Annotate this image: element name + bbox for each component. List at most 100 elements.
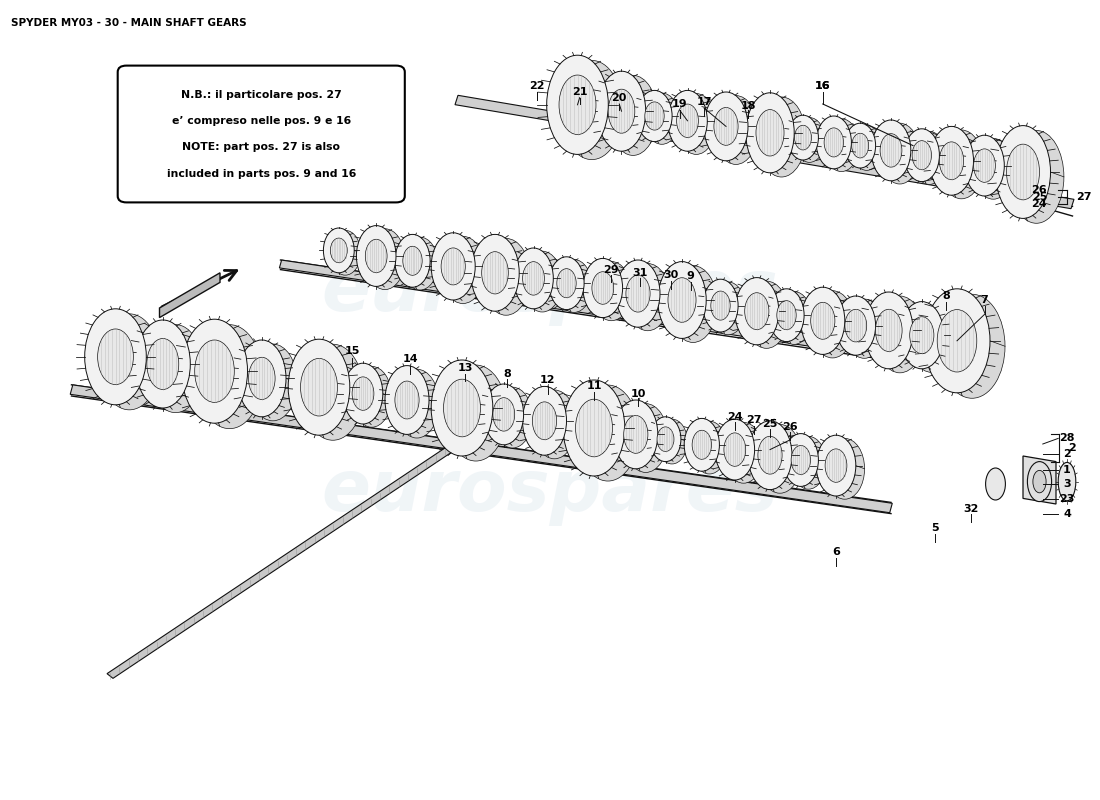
Text: 10: 10 <box>630 389 646 398</box>
Polygon shape <box>279 260 997 374</box>
Ellipse shape <box>824 118 859 171</box>
Ellipse shape <box>924 289 990 393</box>
Ellipse shape <box>85 309 146 405</box>
Ellipse shape <box>547 55 608 154</box>
Ellipse shape <box>624 404 668 473</box>
Ellipse shape <box>1033 470 1046 493</box>
Text: 29: 29 <box>603 265 618 274</box>
Ellipse shape <box>645 102 664 130</box>
Text: N.B.: il particolare pos. 27: N.B.: il particolare pos. 27 <box>180 90 342 100</box>
Ellipse shape <box>352 366 392 427</box>
Ellipse shape <box>845 299 884 358</box>
Ellipse shape <box>758 425 802 494</box>
Ellipse shape <box>471 234 519 311</box>
Ellipse shape <box>249 358 275 399</box>
Ellipse shape <box>385 366 429 434</box>
Ellipse shape <box>441 248 465 285</box>
Ellipse shape <box>330 230 361 275</box>
Polygon shape <box>160 273 220 318</box>
Ellipse shape <box>825 438 865 499</box>
Text: 3: 3 <box>1064 479 1070 489</box>
Ellipse shape <box>522 251 562 312</box>
Ellipse shape <box>1006 144 1040 200</box>
Ellipse shape <box>182 319 248 423</box>
Text: 8: 8 <box>942 291 950 301</box>
Ellipse shape <box>816 116 851 169</box>
Ellipse shape <box>676 104 698 138</box>
Ellipse shape <box>300 358 338 416</box>
Text: NOTE: part pos. 27 is also: NOTE: part pos. 27 is also <box>183 142 340 152</box>
Text: 27: 27 <box>746 415 761 425</box>
Text: eurospares: eurospares <box>321 458 779 526</box>
Ellipse shape <box>1058 462 1076 501</box>
Ellipse shape <box>668 278 696 322</box>
Ellipse shape <box>692 430 712 459</box>
Ellipse shape <box>403 246 422 275</box>
Text: 4: 4 <box>1063 509 1071 518</box>
Ellipse shape <box>704 92 748 161</box>
Ellipse shape <box>876 296 924 373</box>
Ellipse shape <box>939 130 983 199</box>
Ellipse shape <box>441 236 485 303</box>
Ellipse shape <box>711 282 746 334</box>
Polygon shape <box>70 385 892 513</box>
Ellipse shape <box>669 266 717 342</box>
Ellipse shape <box>845 310 867 342</box>
Ellipse shape <box>824 128 844 157</box>
Ellipse shape <box>930 126 974 195</box>
Ellipse shape <box>614 400 658 469</box>
Ellipse shape <box>597 71 646 151</box>
Ellipse shape <box>626 263 670 330</box>
Ellipse shape <box>493 387 532 448</box>
Ellipse shape <box>715 419 755 480</box>
Ellipse shape <box>783 434 818 486</box>
Ellipse shape <box>616 260 660 327</box>
Ellipse shape <box>323 228 354 273</box>
Ellipse shape <box>98 329 133 385</box>
Ellipse shape <box>996 126 1050 218</box>
Ellipse shape <box>482 238 530 315</box>
Text: 16: 16 <box>815 81 830 90</box>
Ellipse shape <box>148 325 204 413</box>
Ellipse shape <box>135 320 190 408</box>
Ellipse shape <box>684 418 719 471</box>
Ellipse shape <box>559 75 596 134</box>
Ellipse shape <box>692 421 727 474</box>
Ellipse shape <box>592 272 614 304</box>
Ellipse shape <box>880 123 920 184</box>
Ellipse shape <box>910 305 954 372</box>
Ellipse shape <box>563 380 625 476</box>
Ellipse shape <box>356 226 396 286</box>
Ellipse shape <box>676 94 716 154</box>
Text: 31: 31 <box>632 268 648 278</box>
Ellipse shape <box>865 292 913 369</box>
Text: 20: 20 <box>612 93 627 102</box>
Text: 24: 24 <box>727 412 742 422</box>
Ellipse shape <box>557 259 592 312</box>
Ellipse shape <box>522 262 544 295</box>
Text: 7: 7 <box>980 295 989 305</box>
Ellipse shape <box>791 446 811 474</box>
Text: 5: 5 <box>932 523 938 533</box>
Ellipse shape <box>557 269 576 298</box>
Ellipse shape <box>147 338 178 390</box>
Ellipse shape <box>352 377 374 410</box>
Ellipse shape <box>711 291 730 320</box>
Ellipse shape <box>549 257 584 310</box>
Ellipse shape <box>575 399 613 457</box>
Ellipse shape <box>238 340 286 417</box>
Text: 17: 17 <box>696 98 712 107</box>
Text: e’ compreso nelle pos. 9 e 16: e’ compreso nelle pos. 9 e 16 <box>172 116 351 126</box>
Ellipse shape <box>900 302 944 369</box>
Ellipse shape <box>626 275 650 312</box>
Ellipse shape <box>910 317 934 354</box>
Ellipse shape <box>811 290 855 358</box>
Text: 1: 1 <box>1063 465 1071 474</box>
Ellipse shape <box>249 344 297 421</box>
Ellipse shape <box>758 436 782 474</box>
Ellipse shape <box>532 390 576 459</box>
Text: 11: 11 <box>586 382 602 391</box>
Polygon shape <box>455 95 1074 209</box>
Text: 14: 14 <box>403 354 418 364</box>
Ellipse shape <box>788 115 818 160</box>
